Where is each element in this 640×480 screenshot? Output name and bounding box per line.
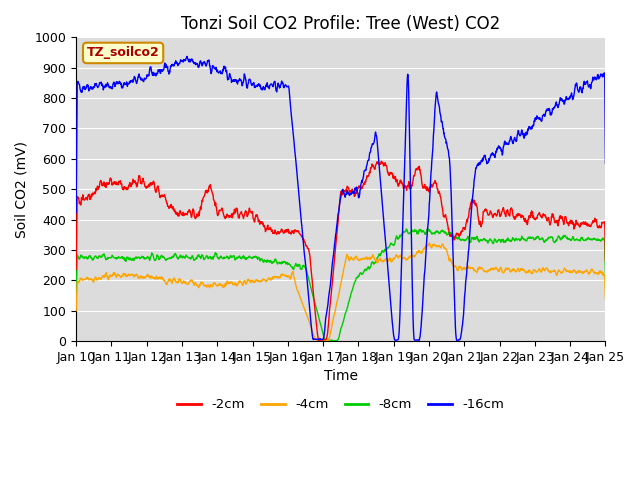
Legend: -2cm, -4cm, -8cm, -16cm: -2cm, -4cm, -8cm, -16cm xyxy=(172,393,509,417)
Y-axis label: Soil CO2 (mV): Soil CO2 (mV) xyxy=(15,141,29,238)
X-axis label: Time: Time xyxy=(324,369,358,384)
Title: Tonzi Soil CO2 Profile: Tree (West) CO2: Tonzi Soil CO2 Profile: Tree (West) CO2 xyxy=(181,15,500,33)
Text: TZ_soilco2: TZ_soilco2 xyxy=(87,47,159,60)
